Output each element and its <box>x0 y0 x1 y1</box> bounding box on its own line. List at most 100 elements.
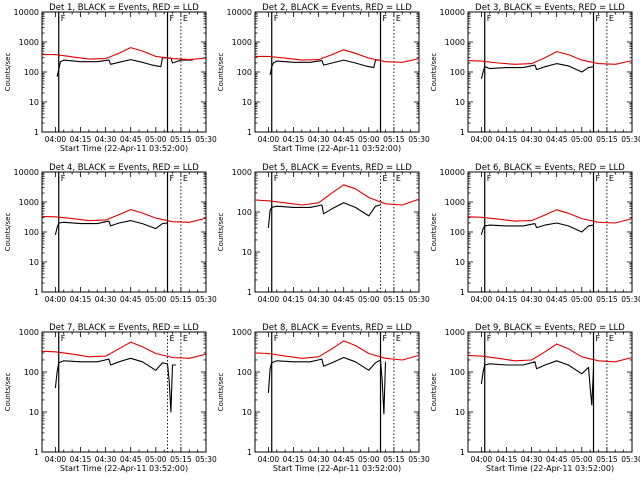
x-tick-label: 05:00 <box>358 455 380 464</box>
lld-series-line <box>255 49 420 63</box>
marker-label: F <box>487 174 492 183</box>
plot-frame <box>467 331 633 453</box>
marker-label: F <box>61 334 66 343</box>
x-tick-label: 05:00 <box>571 455 593 464</box>
marker-label: F <box>170 14 175 23</box>
marker-label: E <box>183 14 188 23</box>
x-tick-label: 04:15 <box>496 455 518 464</box>
plot-title: Det 6, BLACK = Events, RED = LLD <box>475 163 625 173</box>
x-tick-label: 04:30 <box>521 135 543 144</box>
events-series-line <box>480 63 594 79</box>
plot-title: Det 3, BLACK = Events, RED = LLD <box>475 3 625 13</box>
x-tick-label: 04:45 <box>333 455 355 464</box>
x-tick-label: 04:15 <box>496 135 518 144</box>
x-tick-label: 04:30 <box>521 455 543 464</box>
x-tick-label: 04:15 <box>496 295 518 304</box>
detector-plot-1: 1 10 100 1000 10000 04:00 04:15 04:30 04:45 05:00… <box>4 3 217 153</box>
x-axis-label: Start Time (22-Apr-11 03:52:00) <box>273 144 401 153</box>
detector-plot-5: 1 10 100 1000 04:00 04:15 04:30 04:45 05:00 05:15… <box>217 163 430 304</box>
lld-series-line <box>41 341 207 359</box>
x-tick-label: 04:30 <box>95 455 117 464</box>
x-tick-label: 04:30 <box>308 135 330 144</box>
marker-label: E <box>183 334 188 343</box>
x-tick-label: 05:15 <box>170 135 192 144</box>
y-axis-label: Counts/sec <box>217 373 225 412</box>
lld-series-line <box>41 209 207 223</box>
plot-title: Det 4, BLACK = Events, RED = LLD <box>49 163 199 173</box>
y-tick-label: 1000 <box>445 198 465 207</box>
y-tick-label: 1 <box>247 128 252 137</box>
marker-label: E <box>396 174 401 183</box>
events-series-line <box>56 57 193 77</box>
y-tick-label: 1 <box>34 288 39 297</box>
events-series-line <box>480 360 595 406</box>
y-axis-label: Counts/sec <box>430 53 438 92</box>
marker-label: F <box>596 174 601 183</box>
lld-series-line <box>467 51 633 65</box>
y-axis-label: Counts/sec <box>4 373 12 412</box>
x-tick-label: 04:15 <box>283 455 305 464</box>
y-axis-label: Counts/sec <box>217 53 225 92</box>
y-tick-label: 100 <box>237 208 252 217</box>
marker-label: F <box>61 14 66 23</box>
plot-frame <box>41 331 207 453</box>
lld-series-line <box>467 343 633 363</box>
x-tick-label: 04:00 <box>471 295 493 304</box>
events-series-line <box>267 356 387 415</box>
y-tick-label: 10000 <box>14 168 39 177</box>
y-tick-label: 1000 <box>232 38 252 47</box>
marker-label: F <box>383 14 388 23</box>
y-tick-label: 10000 <box>227 8 252 17</box>
y-tick-label: 1 <box>460 288 465 297</box>
y-tick-label: 10000 <box>440 168 465 177</box>
y-tick-label: 1000 <box>19 328 39 337</box>
x-tick-label: 04:15 <box>283 135 305 144</box>
marker-label: E <box>609 334 614 343</box>
plot-frame <box>254 11 420 133</box>
x-axis-label: Start Time (22-Apr-11 03:52:00) <box>273 464 401 473</box>
y-tick-label: 100 <box>237 68 252 77</box>
y-tick-label: 1000 <box>19 38 39 47</box>
y-tick-label: 1000 <box>19 198 39 207</box>
marker-label: E <box>183 174 188 183</box>
y-tick-label: 10 <box>29 408 39 417</box>
x-tick-label: 04:15 <box>70 455 92 464</box>
y-tick-label: 1000 <box>232 328 252 337</box>
x-tick-label: 05:30 <box>621 455 640 464</box>
x-tick-label: 04:00 <box>258 295 280 304</box>
detector-plot-9: 1 10 100 1000 04:00 04:15 04:30 04:45 05:00 05:15… <box>430 323 640 473</box>
x-tick-label: 05:15 <box>170 455 192 464</box>
y-axis-label: Counts/sec <box>430 373 438 412</box>
x-tick-label: 05:00 <box>145 455 167 464</box>
y-tick-label: 1 <box>460 128 465 137</box>
plot-title: Det 8, BLACK = Events, RED = LLD <box>262 323 412 333</box>
y-tick-label: 10 <box>455 408 465 417</box>
x-tick-label: 04:00 <box>471 455 493 464</box>
x-tick-label: 04:45 <box>546 455 568 464</box>
x-tick-label: 05:00 <box>145 135 167 144</box>
y-tick-label: 100 <box>450 68 465 77</box>
y-tick-label: 10 <box>242 248 252 257</box>
x-axis-label: Start Time (22-Apr-11 03:52:00) <box>60 464 188 473</box>
plot-title: Det 7, BLACK = Events, RED = LLD <box>49 323 199 333</box>
detector-plot-8: 1 10 100 1000 04:00 04:15 04:30 04:45 05:00 05:15… <box>217 323 430 473</box>
x-tick-label: 04:15 <box>70 135 92 144</box>
x-tick-label: 05:30 <box>621 135 640 144</box>
marker-label: F <box>61 174 66 183</box>
events-series-line <box>267 202 381 228</box>
x-tick-label: 05:00 <box>145 295 167 304</box>
x-tick-label: 05:30 <box>621 295 640 304</box>
plot-title: Det 5, BLACK = Events, RED = LLD <box>262 163 412 173</box>
y-tick-label: 1 <box>247 288 252 297</box>
x-tick-label: 05:30 <box>408 455 430 464</box>
x-tick-label: 04:00 <box>45 455 67 464</box>
y-tick-label: 100 <box>24 368 39 377</box>
events-series-line <box>54 220 168 236</box>
plot-frame <box>254 331 420 453</box>
y-tick-label: 1 <box>460 448 465 457</box>
lld-series-line <box>42 47 207 61</box>
x-tick-label: 05:30 <box>195 135 217 144</box>
x-tick-label: 04:45 <box>546 295 568 304</box>
x-tick-label: 05:15 <box>170 295 192 304</box>
y-tick-label: 10 <box>29 258 39 267</box>
